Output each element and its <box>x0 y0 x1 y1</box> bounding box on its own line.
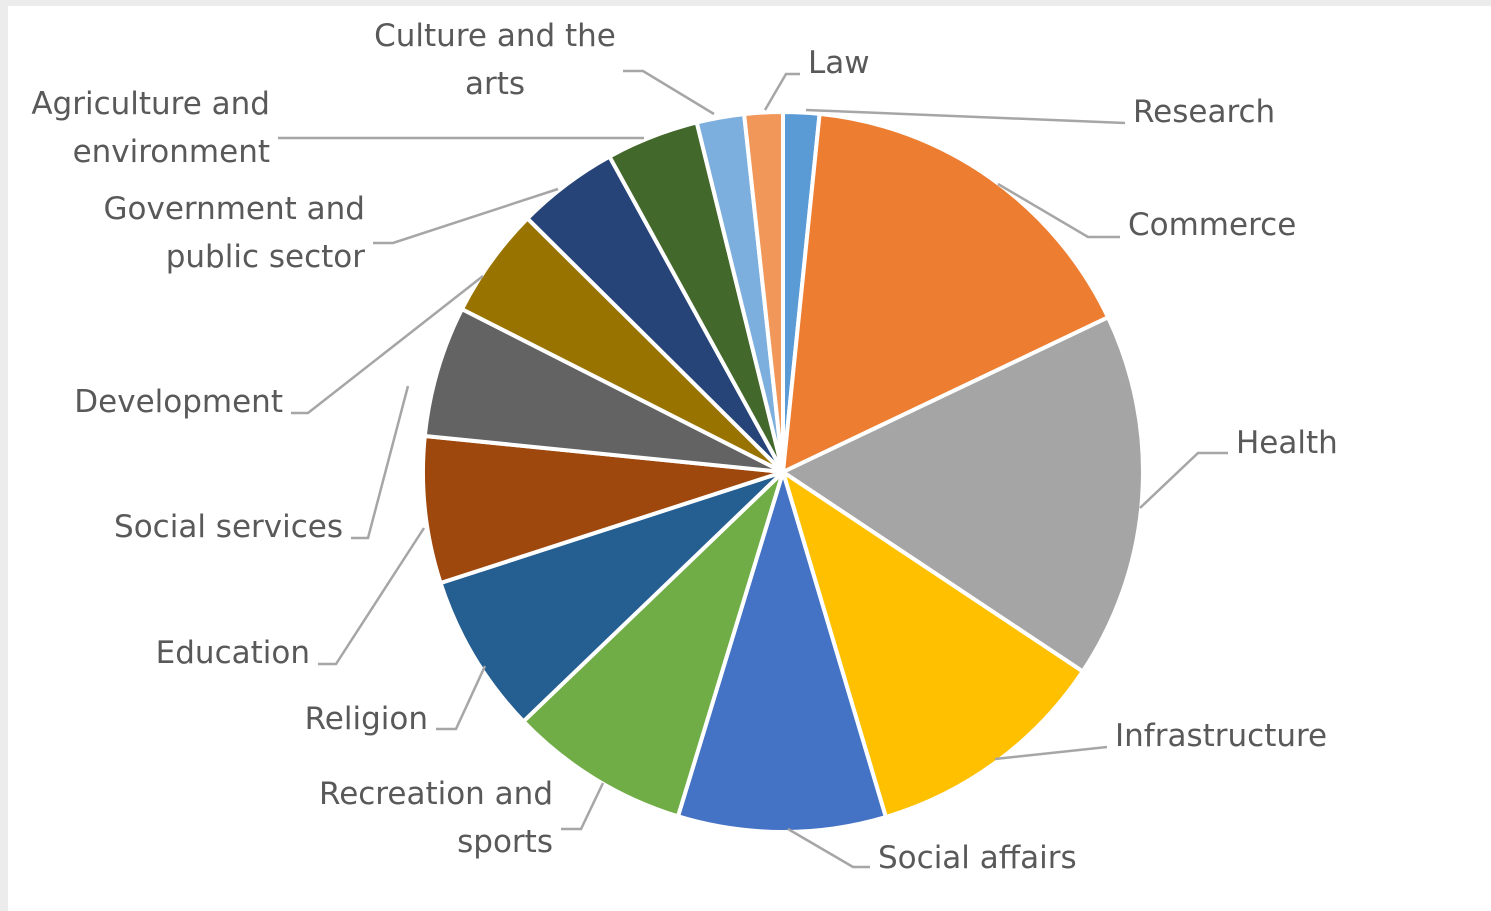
slice-label-line: Social services <box>114 509 343 545</box>
slice-label: Education <box>156 635 310 671</box>
slice-label: Health <box>1236 425 1338 461</box>
slice-label-line: Religion <box>305 701 428 737</box>
slice-label-line: sports <box>457 824 553 860</box>
slice-label-line: public sector <box>166 239 366 275</box>
slice-label-line: Health <box>1236 425 1338 461</box>
leader-line <box>373 187 559 245</box>
slice-labels: Research Commerce Health Infrastructure Soci… <box>31 18 1337 876</box>
slice-label: Research <box>1133 94 1275 130</box>
slice-label-line: Law <box>808 45 870 81</box>
pie-slice <box>781 315 1145 674</box>
slice-label: Social services <box>114 509 343 545</box>
slice-label: Agriculture and environment <box>31 86 270 170</box>
chart-area: Research Commerce Health Infrastructure Soci… <box>8 6 1491 911</box>
leader-line <box>805 108 1126 125</box>
leader-line <box>997 182 1120 239</box>
slice-label-line: Culture and the <box>374 18 616 54</box>
leader-line <box>291 275 484 415</box>
pie-slices <box>421 110 1145 834</box>
leader-line <box>623 69 715 116</box>
slice-label-line: Commerce <box>1128 207 1296 243</box>
slice-label: Infrastructure <box>1115 718 1327 754</box>
leader-line <box>561 782 605 831</box>
pie-slice <box>421 433 785 586</box>
leader-lines <box>278 69 1228 869</box>
slice-label-line: Research <box>1133 94 1275 130</box>
slice-label-line: environment <box>73 134 270 170</box>
slice-label-line: Recreation and <box>319 776 553 812</box>
leader-line <box>351 385 410 540</box>
pie-slice <box>742 110 785 474</box>
pie-slice <box>675 470 888 834</box>
leader-line <box>787 827 870 869</box>
pie-slice <box>781 111 1111 474</box>
leader-line <box>318 527 426 666</box>
slice-label: Government and public sector <box>103 191 365 275</box>
pie-slice <box>438 470 785 724</box>
pie-slice <box>781 470 1085 819</box>
slice-label: Social affairs <box>878 840 1077 876</box>
leader-line <box>436 665 487 731</box>
slice-label: Recreation and sports <box>319 776 553 860</box>
slice-label-line: Social affairs <box>878 840 1077 876</box>
slice-label-line: Development <box>74 384 283 420</box>
leader-line <box>763 72 800 111</box>
slice-label: Law <box>808 45 870 81</box>
pie-slice <box>521 470 785 819</box>
slice-label: Culture and the arts <box>374 18 616 102</box>
slice-label: Commerce <box>1128 207 1296 243</box>
pie-slice <box>422 307 785 474</box>
slice-label: Development <box>74 384 283 420</box>
slice-label: Religion <box>305 701 428 737</box>
slice-label-line: arts <box>465 66 525 102</box>
slice-label-line: Education <box>156 635 310 671</box>
leader-line <box>1139 451 1228 509</box>
pie-chart: Research Commerce Health Infrastructure Soci… <box>31 18 1337 876</box>
leader-line <box>994 745 1108 761</box>
slice-label-line: Infrastructure <box>1115 718 1327 754</box>
slice-label-line: Government and <box>103 191 365 227</box>
slice-label-line: Agriculture and <box>31 86 270 122</box>
